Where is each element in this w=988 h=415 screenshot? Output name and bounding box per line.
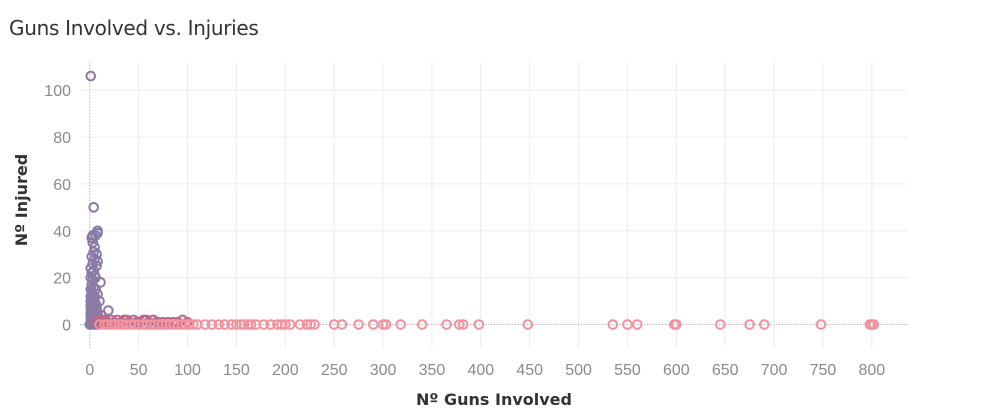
x-tick-label: 500 — [565, 362, 592, 379]
data-point — [85, 70, 97, 82]
data-point — [473, 319, 485, 330]
data-point — [284, 319, 296, 330]
data-point — [353, 319, 364, 330]
x-tick-label: 150 — [223, 362, 250, 379]
x-tick-label: 700 — [761, 362, 788, 379]
data-point — [226, 319, 237, 330]
data-point — [305, 319, 317, 330]
data-point — [89, 241, 100, 253]
x-tick-label: 200 — [272, 362, 299, 379]
zero-reference-lines — [80, 62, 908, 348]
data-point — [367, 319, 379, 330]
x-axis-ticks: 0 50 100 150 200 250 300 350 400 450 500 550 600 650 7… — [85, 362, 885, 379]
data-point — [219, 319, 230, 330]
data-point — [380, 319, 392, 330]
y-tick-label: 80 — [53, 130, 71, 147]
data-point — [715, 319, 726, 330]
data-point — [86, 232, 98, 244]
y-axis-label: Nº Injured — [12, 154, 31, 246]
data-point — [671, 319, 682, 330]
data-point — [199, 319, 211, 330]
x-tick-label: 750 — [810, 362, 837, 379]
data-point — [182, 316, 193, 328]
x-tick-label: 350 — [419, 362, 446, 379]
data-point — [258, 319, 270, 330]
data-point — [245, 319, 257, 330]
data-point — [206, 319, 218, 330]
x-tick-label: 800 — [858, 362, 885, 379]
data-point — [188, 319, 199, 330]
y-axis-ticks: 0 20 40 60 80 100 — [44, 83, 71, 334]
data-point — [395, 319, 406, 330]
chart-title: Guns Involved vs. Injuries — [9, 16, 259, 40]
x-tick-label: 600 — [663, 362, 690, 379]
data-point — [441, 319, 452, 330]
y-tick-label: 20 — [53, 271, 71, 288]
data-point — [103, 305, 114, 316]
data-point — [85, 272, 97, 283]
data-point — [815, 319, 827, 330]
data-point — [131, 316, 142, 328]
data-point — [309, 319, 320, 330]
x-tick-label: 450 — [516, 362, 543, 379]
data-point — [453, 319, 465, 330]
data-point — [457, 319, 469, 330]
data-point — [744, 319, 755, 330]
x-axis-label: Nº Guns Involved — [416, 390, 572, 409]
data-points — [84, 70, 880, 330]
data-point — [622, 319, 633, 330]
y-tick-label: 0 — [62, 318, 71, 335]
grid-lines — [80, 62, 908, 348]
x-tick-label: 50 — [130, 362, 148, 379]
y-tick-label: 100 — [44, 83, 71, 100]
data-point — [336, 319, 348, 330]
x-tick-label: 0 — [85, 362, 94, 379]
x-tick-label: 650 — [712, 362, 739, 379]
data-point — [150, 316, 162, 328]
y-tick-label: 40 — [53, 224, 71, 241]
data-point — [265, 319, 276, 330]
data-point — [631, 319, 643, 330]
x-tick-label: 250 — [321, 362, 348, 379]
data-point — [607, 319, 619, 330]
x-tick-label: 100 — [174, 362, 201, 379]
data-point — [279, 319, 291, 330]
data-point — [238, 319, 250, 330]
data-point — [162, 316, 174, 328]
data-point — [213, 319, 225, 330]
x-tick-label: 300 — [370, 362, 397, 379]
x-tick-label: 400 — [467, 362, 494, 379]
x-tick-label: 550 — [614, 362, 641, 379]
y-tick-label: 60 — [53, 177, 71, 194]
data-point — [109, 319, 121, 330]
data-point — [416, 319, 428, 330]
data-point — [868, 319, 880, 330]
data-point — [522, 319, 534, 330]
data-point — [88, 202, 99, 213]
data-point — [294, 319, 306, 330]
data-point — [758, 319, 770, 330]
